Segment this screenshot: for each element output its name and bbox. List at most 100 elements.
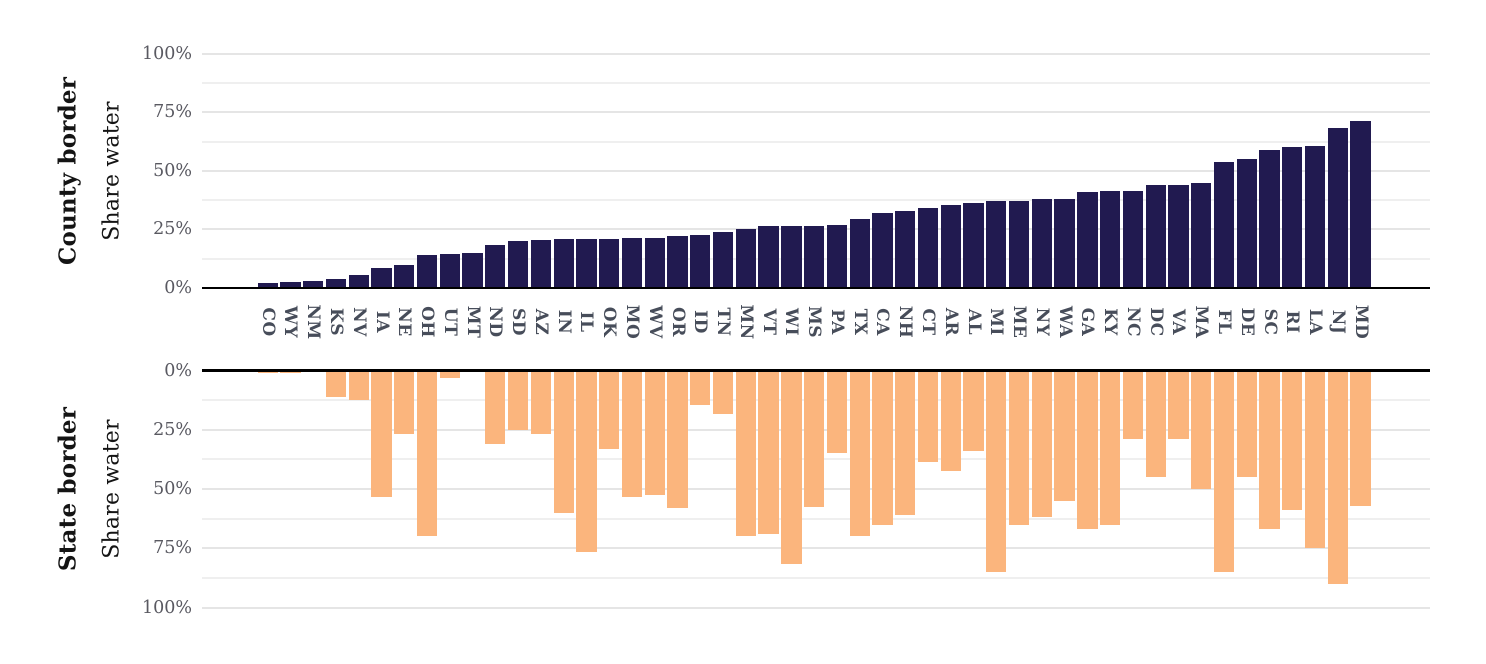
bar-AL-state — [963, 370, 984, 452]
x-tick-label-RI: RI — [1282, 310, 1303, 334]
y-tick-label-state-25: 25% — [153, 419, 192, 440]
x-tick-label-PA: PA — [826, 309, 847, 335]
x-tick-label-AZ: AZ — [530, 308, 551, 336]
bar-WI-county — [781, 225, 802, 288]
x-tick-label-ID: ID — [690, 310, 711, 334]
y-tick-label-county-100: 100% — [141, 43, 192, 64]
x-tick-label-KS: KS — [325, 307, 346, 337]
x-tick-label-ME: ME — [1009, 305, 1030, 339]
bar-IN-county — [553, 238, 574, 288]
bar-AZ-county — [530, 239, 552, 288]
bar-VT-state — [758, 370, 779, 535]
bar-MO-county — [621, 237, 643, 288]
bar-WV-state — [644, 370, 665, 495]
bar-RI-state — [1282, 370, 1303, 511]
bar-WA-county — [1054, 199, 1075, 288]
gridline-62.5pct — [202, 517, 1430, 520]
bar-NE-state — [394, 370, 415, 435]
x-tick-label-NV: NV — [348, 307, 369, 337]
bar-MI-county — [986, 201, 1007, 288]
bar-NV-state — [348, 370, 369, 401]
row-label-state-border: State border — [54, 406, 82, 572]
bar-WA-state — [1054, 370, 1075, 501]
bar-AR-county — [940, 204, 961, 288]
bar-NJ-state — [1327, 370, 1348, 584]
bar-CT-state — [917, 370, 939, 462]
x-tick-label-CO: CO — [257, 307, 278, 337]
bar-SC-state — [1259, 370, 1280, 530]
bar-UT-state — [439, 370, 460, 378]
axis-zero-line-county — [202, 286, 1430, 290]
bar-IN-state — [553, 370, 574, 513]
bar-DE-county — [1236, 159, 1257, 288]
x-tick-label-MI: MI — [986, 308, 1007, 336]
x-tick-label-VA: VA — [1168, 308, 1189, 336]
x-tick-label-IN: IN — [553, 309, 574, 335]
bar-VA-county — [1168, 184, 1189, 288]
gridline-100pct — [202, 52, 1430, 55]
x-tick-label-WV: WV — [644, 305, 665, 339]
bar-ME-county — [1008, 201, 1030, 288]
bar-LA-state — [1304, 370, 1326, 549]
y-tick-label-state-100: 100% — [141, 597, 192, 618]
bar-OK-state — [599, 370, 620, 449]
bar-MD-state — [1350, 370, 1371, 506]
bar-MN-state — [735, 370, 756, 537]
bar-CT-county — [917, 208, 939, 288]
bar-VA-state — [1168, 370, 1189, 440]
bar-KS-state — [325, 370, 347, 397]
gridline-62.5pct — [202, 140, 1430, 143]
x-tick-label-IL: IL — [576, 311, 597, 333]
bar-NC-state — [1122, 370, 1144, 440]
x-tick-label-AR: AR — [940, 307, 961, 337]
bar-WV-county — [644, 237, 665, 288]
bar-TN-state — [712, 370, 734, 415]
x-tick-label-CA: CA — [872, 308, 893, 336]
bar-AL-county — [963, 202, 984, 288]
bar-KY-county — [1099, 190, 1121, 288]
bar-AR-state — [940, 370, 961, 472]
x-tick-label-OR: OR — [667, 307, 688, 337]
bar-FL-county — [1213, 161, 1235, 288]
y-tick-label-state-50: 50% — [153, 479, 192, 499]
bar-MA-state — [1191, 370, 1212, 489]
x-tick-label-NY: NY — [1031, 307, 1052, 337]
x-tick-label-SC: SC — [1259, 308, 1280, 336]
x-tick-label-MO: MO — [621, 304, 642, 340]
bar-IA-state — [371, 370, 392, 498]
bar-MI-state — [986, 370, 1007, 572]
bar-ND-state — [485, 370, 506, 444]
bar-ID-county — [690, 235, 711, 288]
bar-NC-county — [1122, 190, 1144, 288]
bar-WY-county — [280, 282, 301, 288]
x-tick-label-MS: MS — [804, 305, 825, 339]
x-tick-label-MT: MT — [462, 305, 483, 339]
bar-DC-county — [1145, 184, 1166, 288]
x-tick-label-NJ: NJ — [1327, 309, 1348, 335]
gridline-75pct — [202, 547, 1430, 550]
bar-LA-county — [1304, 146, 1326, 288]
bar-VT-county — [758, 225, 779, 288]
x-tick-label-IA: IA — [371, 310, 392, 334]
x-tick-label-MD: MD — [1350, 304, 1371, 340]
x-tick-label-DC: DC — [1145, 307, 1166, 337]
x-tick-label-OK: OK — [599, 306, 620, 338]
x-tick-label-VT: VT — [758, 308, 779, 336]
bar-TX-state — [849, 370, 870, 537]
y-tick-label-county-25: 25% — [153, 219, 192, 240]
bar-MD-county — [1350, 120, 1371, 288]
bar-TX-county — [849, 218, 870, 288]
x-tick-label-WY: WY — [280, 305, 301, 339]
bar-UT-county — [439, 254, 460, 288]
bar-CA-state — [872, 370, 893, 525]
bar-NH-county — [895, 210, 916, 288]
gridline-75pct — [202, 111, 1430, 114]
bar-OR-county — [667, 236, 688, 288]
bar-NY-state — [1031, 370, 1052, 518]
bar-SC-county — [1259, 149, 1280, 288]
y-tick-label-county-0: 0% — [164, 278, 192, 298]
row-label-county-border: County border — [54, 76, 82, 266]
x-tick-label-NE: NE — [394, 307, 415, 337]
bar-OR-state — [667, 370, 688, 508]
